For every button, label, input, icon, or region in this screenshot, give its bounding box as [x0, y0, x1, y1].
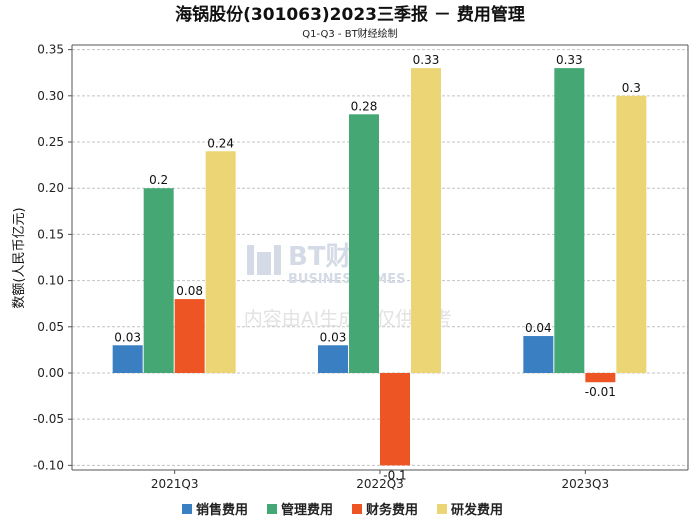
- y-tick-label: 0.30: [37, 89, 64, 103]
- legend-swatch: [267, 504, 277, 514]
- legend-label: 研发费用: [451, 502, 503, 518]
- bars: [112, 68, 647, 466]
- x-tick-label: 2023Q3: [562, 477, 610, 491]
- x-tick-label: 2021Q3: [151, 477, 199, 491]
- y-tick-label: 0.25: [37, 135, 64, 149]
- y-tick-label: 0.35: [37, 43, 64, 57]
- data-label: 0.2: [149, 173, 168, 187]
- watermark-notice: 内容由AI生成，仅供参考: [244, 308, 453, 330]
- y-tick-label: -0.05: [33, 412, 64, 426]
- data-label: 0.08: [176, 284, 203, 298]
- bar: [585, 372, 616, 383]
- y-tick-label: 0.05: [37, 320, 64, 334]
- legend-label: 财务费用: [366, 502, 418, 518]
- data-label: -0.01: [585, 385, 616, 399]
- bar: [112, 345, 143, 373]
- x-ticks: 2021Q3 2022Q3 2023Q3: [151, 470, 609, 491]
- legend-swatch: [352, 504, 362, 514]
- data-label: 0.03: [114, 330, 141, 344]
- data-label: 0.33: [413, 53, 440, 67]
- bar: [318, 345, 348, 373]
- y-tick-label: 0.20: [37, 181, 64, 195]
- bar: [616, 95, 647, 373]
- bar: [174, 299, 205, 373]
- data-label: 0.03: [320, 330, 347, 344]
- legend: 销售费用 管理费用 财务费用 研发费用: [182, 502, 503, 518]
- legend-swatch: [182, 504, 192, 514]
- y-tick-label: 0.15: [37, 227, 64, 241]
- watermark-brand-en: BUSINESSTIMES: [288, 272, 405, 287]
- bar: [554, 68, 585, 373]
- bar: [205, 151, 236, 373]
- chart-title: 海锅股份(301063)2023三季报 － 费用管理: [175, 4, 525, 25]
- data-label: 0.28: [351, 99, 378, 113]
- bar: [380, 372, 410, 466]
- data-label: 0.3: [622, 81, 641, 95]
- data-label: 0.04: [525, 321, 552, 335]
- y-ticks: -0.10 -0.05 0.00 0.05 0.10 0.15 0.20 0.25 0.30 0.…: [33, 43, 72, 472]
- data-label: -0.1: [383, 468, 406, 482]
- y-tick-label: 0.10: [37, 274, 64, 288]
- data-label: 0.24: [207, 136, 234, 150]
- legend-label: 管理费用: [281, 502, 333, 518]
- bar: [143, 188, 174, 373]
- chart-subtitle: Q1-Q3 - BT财经绘制: [302, 27, 397, 40]
- bar: [523, 336, 554, 373]
- x-tick-label: 2022Q3: [356, 477, 404, 491]
- legend-label: 销售费用: [196, 502, 248, 518]
- bar: [411, 68, 441, 373]
- y-tick-label: 0.00: [37, 366, 64, 380]
- data-labels: 0.03 0.2 0.08 0.24 0.03 0.28 -0.1 0.33 0.04 0.33 -…: [114, 53, 641, 482]
- bar: [349, 114, 379, 373]
- y-axis-label: 数额(人民币亿元): [12, 207, 27, 308]
- y-tick-label: -0.10: [33, 458, 64, 472]
- data-label: 0.33: [556, 53, 583, 67]
- legend-swatch: [437, 504, 447, 514]
- watermark-logo-icon: [247, 245, 281, 275]
